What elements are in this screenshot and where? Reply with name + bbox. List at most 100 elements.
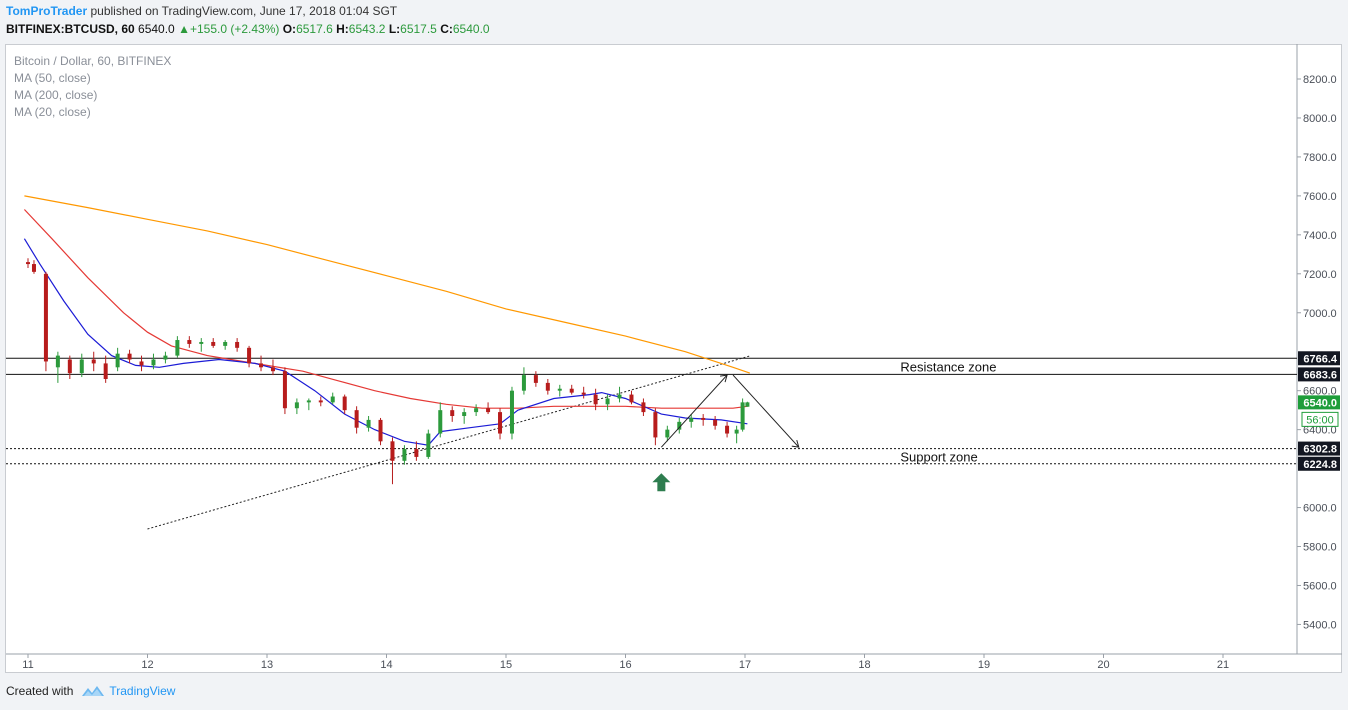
open-value: 6517.6: [296, 22, 333, 36]
candle: [745, 401, 750, 407]
candle: [426, 429, 431, 459]
candle: [689, 414, 694, 428]
candle-body: [486, 408, 491, 413]
candle: [43, 271, 48, 372]
legend-ma200[interactable]: MA (200, close): [14, 88, 98, 102]
candle-body: [67, 359, 72, 374]
header-bar: TomProTrader published on TradingView.co…: [0, 0, 1348, 44]
candle-body: [282, 371, 287, 409]
candle-body: [175, 340, 180, 356]
close-value: 6540.0: [452, 22, 490, 36]
candle-body: [450, 410, 455, 417]
open-label: O:: [282, 22, 297, 36]
candle: [486, 402, 491, 415]
candle-body: [438, 410, 443, 434]
candle-body: [745, 402, 750, 407]
ma-line: [23, 209, 748, 409]
candle-body: [605, 398, 610, 405]
candle: [55, 351, 60, 383]
candle: [545, 378, 550, 395]
x-tick-label: 19: [978, 659, 990, 671]
candle-body: [342, 396, 347, 411]
y-tick-label: 7000.0: [1303, 308, 1337, 320]
candle: [617, 386, 622, 403]
level-tag: 6224.8: [1298, 456, 1340, 471]
level-tag-box: [1298, 456, 1340, 471]
level-tag-text: 6302.8: [1303, 444, 1337, 456]
candle-body: [557, 388, 562, 391]
candle: [509, 386, 514, 440]
last-price: 6540.0: [138, 22, 175, 36]
x-tick-label: 15: [500, 659, 512, 671]
candle-body: [521, 375, 526, 391]
candle-body: [462, 412, 467, 417]
y-tick-label: 8200.0: [1303, 74, 1337, 86]
candle-body: [270, 367, 275, 372]
candle: [259, 355, 264, 372]
zone-label: Resistance zone: [900, 359, 996, 374]
candle-body: [247, 347, 252, 364]
candle-body: [713, 419, 718, 426]
candle: [605, 394, 610, 411]
candle: [581, 386, 586, 399]
candle: [713, 416, 718, 430]
y-tick-label: 6000.0: [1303, 503, 1337, 515]
candle: [462, 408, 467, 424]
candle-body: [55, 355, 60, 368]
candle: [187, 336, 192, 348]
candle-body: [43, 273, 48, 362]
legend-title: Bitcoin / Dollar, 60, BITFINEX: [14, 54, 172, 68]
legend-ma50[interactable]: MA (50, close): [14, 71, 91, 85]
candle: [725, 421, 730, 438]
candle: [665, 425, 670, 442]
candle: [677, 417, 682, 434]
y-tick-label: 5600.0: [1303, 580, 1337, 592]
candle: [740, 398, 745, 432]
tradingview-link[interactable]: TradingView: [109, 684, 176, 698]
candle-body: [665, 429, 670, 438]
candle: [653, 408, 658, 446]
candle-body: [354, 410, 359, 428]
level-tag: 6302.8: [1298, 441, 1340, 456]
candle-body: [677, 421, 682, 430]
author-link[interactable]: TomProTrader: [6, 4, 88, 18]
candle-body: [127, 353, 132, 360]
zone-label: Support zone: [900, 450, 977, 465]
x-tick-label: 18: [858, 659, 870, 671]
candle-body: [306, 400, 311, 403]
legend-ma20[interactable]: MA (20, close): [14, 105, 91, 119]
x-tick-label: 21: [1217, 659, 1229, 671]
candle-body: [725, 425, 730, 434]
y-tick-label: 5400.0: [1303, 619, 1337, 631]
candle: [629, 390, 634, 405]
created-with-text: Created with: [6, 684, 74, 698]
trendline: [147, 355, 752, 530]
x-tick-label: 14: [380, 659, 392, 671]
symbol-label: BITFINEX:BTCUSD, 60: [6, 22, 135, 36]
y-tick-label: 7600.0: [1303, 191, 1337, 203]
close-label: C:: [440, 22, 453, 36]
candle: [127, 349, 132, 364]
level-tag-text: 6683.6: [1303, 369, 1337, 381]
candle: [593, 388, 598, 411]
level-tag-text: 6224.8: [1303, 459, 1337, 471]
published-text: published on TradingView.com, June 17, 2…: [90, 4, 398, 18]
chart-legend: Bitcoin / Dollar, 60, BITFINEX MA (50, c…: [14, 53, 171, 121]
candle-body: [199, 341, 204, 344]
candle-body: [294, 402, 299, 409]
price-tag: 6540.0: [1298, 395, 1340, 410]
countdown-text: 56:00: [1306, 414, 1334, 426]
tradingview-logo-icon: [82, 686, 105, 696]
y-tick-label: 6400.0: [1303, 425, 1337, 437]
low-value: 6517.5: [400, 22, 437, 36]
ohlc-line: BITFINEX:BTCUSD, 60 6540.0 ▲+155.0 (+2.4…: [6, 22, 490, 36]
candle: [414, 441, 419, 461]
candle: [163, 351, 168, 364]
candle: [199, 338, 204, 352]
y-tick-label: 7200.0: [1303, 269, 1337, 281]
candle: [569, 384, 574, 395]
candle-body: [91, 359, 96, 364]
candle-body: [740, 402, 745, 430]
candle-body: [378, 419, 383, 442]
